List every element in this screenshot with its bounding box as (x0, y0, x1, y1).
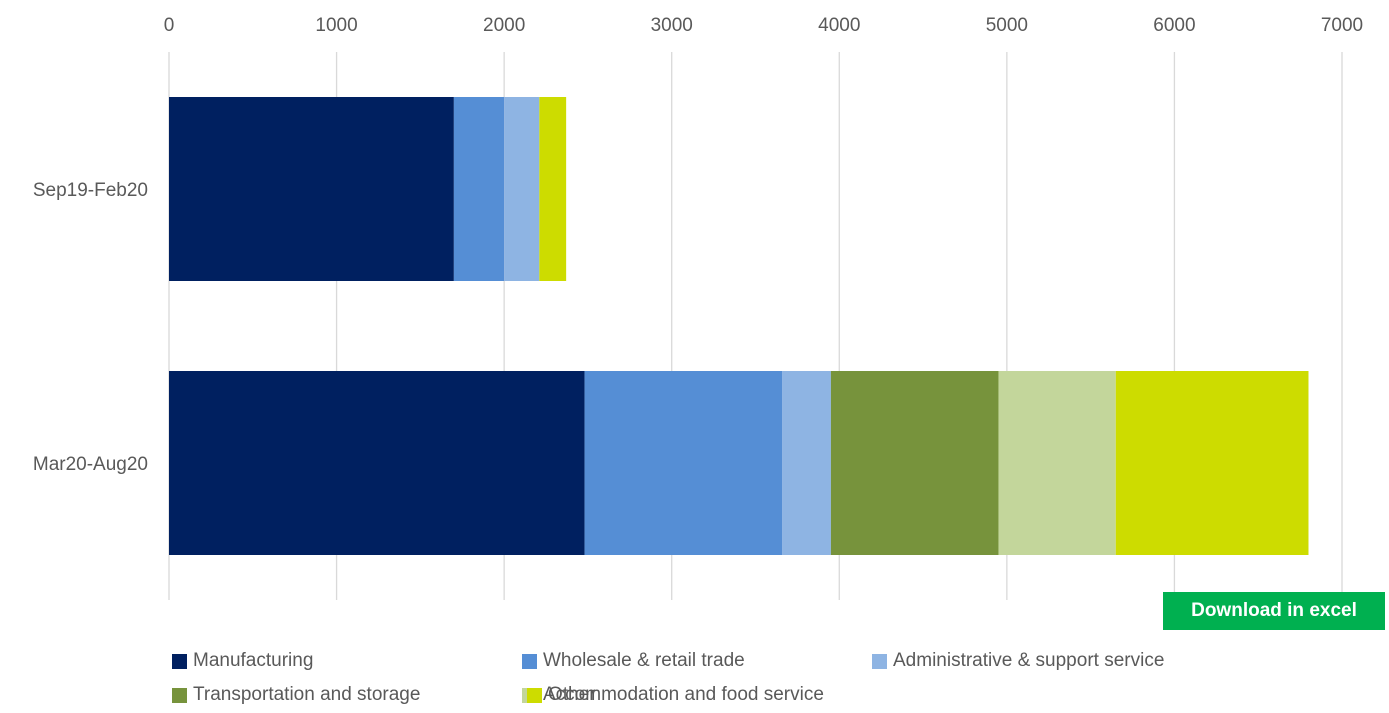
legend-swatch (872, 653, 887, 669)
legend-swatch (172, 687, 187, 703)
category-label: Sep19-Feb20 (33, 180, 148, 201)
x-tick-label: 6000 (1153, 15, 1195, 36)
bar-segment (584, 371, 783, 555)
legend-label: Transportation and storage (193, 684, 421, 705)
legend: Manufacturing Wholesale & retail trade A… (172, 644, 1322, 712)
bar-segment (504, 97, 540, 281)
x-tick-label: 3000 (651, 15, 693, 36)
bar-segment (453, 97, 505, 281)
category-label: Mar20-Aug20 (33, 454, 148, 475)
legend-label: Accommodation and food service (543, 684, 824, 705)
legend-label: Administrative & support service (893, 650, 1165, 671)
x-tick-label: 2000 (483, 15, 525, 36)
bar-segment (1115, 371, 1309, 555)
x-tick-label: 0 (164, 15, 175, 36)
x-tick-label: 7000 (1321, 15, 1363, 36)
legend-swatch (522, 653, 537, 669)
bar-segment (830, 371, 999, 555)
legend-label: Manufacturing (193, 650, 314, 671)
legend-item-transportation: Transportation and storage (172, 684, 522, 706)
bars (169, 97, 1309, 555)
bar-segment (998, 371, 1116, 555)
category-labels: Sep19-Feb20 Mar20-Aug20 (33, 180, 148, 475)
legend-item-administrative: Administrative & support service (872, 650, 1164, 672)
bar-segment (539, 97, 567, 281)
bar-segment (169, 97, 454, 281)
x-tick-labels: 0 1000 2000 3000 4000 5000 6000 7000 (164, 15, 1363, 36)
legend-swatch (527, 687, 542, 703)
legend-swatch (172, 653, 187, 669)
legend-row-2: Transportation and storage Accommodation… (172, 678, 1322, 712)
legend-label: Wholesale & retail trade (543, 650, 745, 671)
download-in-excel-button[interactable]: Download in excel (1163, 592, 1385, 630)
legend-label: Other (548, 684, 596, 705)
legend-item-wholesale: Wholesale & retail trade (522, 650, 872, 672)
x-tick-label: 5000 (986, 15, 1028, 36)
legend-item-manufacturing: Manufacturing (172, 650, 522, 672)
bar-segment (169, 371, 585, 555)
bar-segment (782, 371, 831, 555)
x-tick-label: 1000 (315, 15, 357, 36)
legend-row-1: Manufacturing Wholesale & retail trade A… (172, 644, 1322, 678)
legend-item-other: Other (527, 684, 596, 706)
x-tick-label: 4000 (818, 15, 860, 36)
